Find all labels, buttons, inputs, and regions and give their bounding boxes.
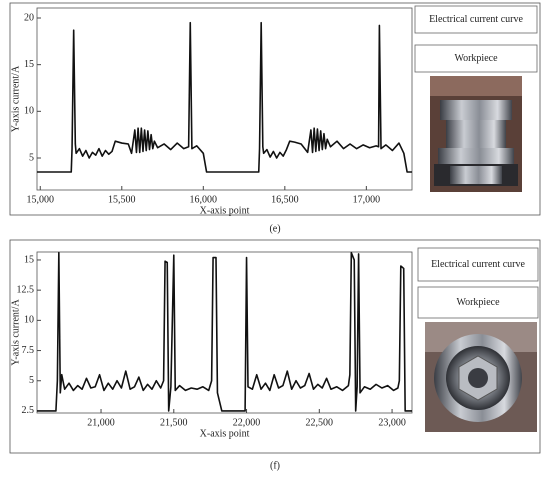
- x-axis-label: X-axis point: [200, 205, 250, 216]
- y-axis-label: Y-axis current/A: [10, 299, 21, 366]
- y-axis-label: Y-axis current/A: [10, 65, 21, 132]
- x-tick-label: 15,000: [27, 194, 55, 205]
- plot-frame: [36, 251, 413, 414]
- x-tick-label: 21,000: [87, 417, 115, 428]
- caption: (e): [269, 223, 280, 234]
- y-tick-label: 2.5: [22, 405, 35, 416]
- caption: (f): [270, 460, 280, 471]
- y-tick-label: 5: [29, 152, 34, 163]
- current-curve: [37, 251, 412, 412]
- y-tick-label: 15: [24, 254, 34, 265]
- y-tick-label: 12.5: [17, 284, 35, 295]
- annotation: Electrical current curve: [431, 259, 525, 270]
- annotation-box: [414, 5, 538, 34]
- annotation-box: [417, 247, 539, 282]
- x-axis-label: X-axis point: [200, 428, 250, 439]
- y-tick-label: 10: [24, 106, 34, 117]
- x-tick-label: 16,500: [271, 194, 299, 205]
- x-tick-label: 15,500: [108, 194, 136, 205]
- y-tick-label: 15: [24, 59, 34, 70]
- workpiece-photo: [430, 76, 522, 192]
- x-tick-label: 22,500: [306, 417, 334, 428]
- annotation: Electrical current curve: [429, 14, 523, 25]
- figure-border: [9, 239, 541, 454]
- annotation: Workpiece: [454, 53, 498, 64]
- figure-border: [9, 2, 541, 216]
- x-tick-label: 17,000: [353, 194, 381, 205]
- x-tick-label: 21,500: [160, 417, 188, 428]
- y-tick-label: 5: [29, 375, 34, 386]
- y-tick-label: 10: [24, 315, 34, 326]
- plot-frame: [36, 7, 413, 191]
- annotation-box: [417, 286, 539, 319]
- workpiece-photo: [425, 322, 537, 432]
- x-tick-label: 22,000: [233, 417, 261, 428]
- annotation: Workpiece: [456, 297, 500, 308]
- x-tick-label: 23,000: [378, 417, 406, 428]
- y-tick-label: 7.5: [22, 345, 35, 356]
- annotation-box: [414, 44, 538, 73]
- current-curve: [37, 21, 412, 173]
- x-tick-label: 16,000: [190, 194, 218, 205]
- y-tick-label: 20: [24, 12, 34, 23]
